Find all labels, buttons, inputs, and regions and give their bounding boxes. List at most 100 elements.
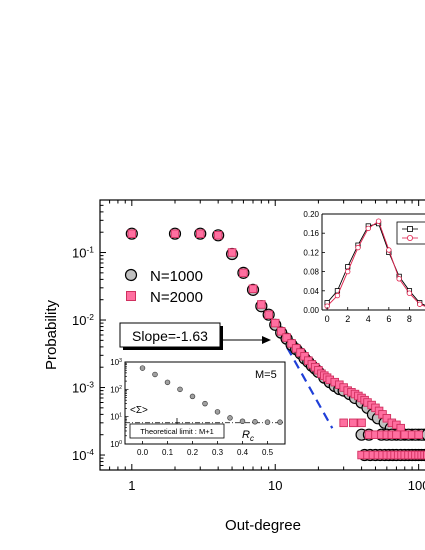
inset2-point-7 bbox=[227, 415, 233, 421]
inset1-x-tick-label-8: 8 bbox=[407, 314, 412, 324]
inset1-point-1-5 bbox=[375, 218, 382, 224]
main-y-axis-label: Probability bbox=[43, 299, 60, 370]
data-point-n2000-0 bbox=[127, 229, 137, 238]
inset1-y-tick-label-5: 0.20 bbox=[303, 210, 319, 219]
inset1-x-tick-label-4: 4 bbox=[366, 314, 371, 324]
inset2-x-tick-label-0: 0.0 bbox=[137, 448, 149, 457]
main-x-axis-label: Out-degree bbox=[225, 517, 301, 534]
data-point-n2000-3 bbox=[213, 231, 223, 240]
inset1-legend-marker-1 bbox=[407, 226, 413, 232]
inset2-data-points bbox=[125, 365, 285, 425]
legend-marker-n1000 bbox=[124, 268, 138, 282]
legend-marker-n2000 bbox=[126, 291, 136, 301]
inset1-legend bbox=[396, 221, 425, 245]
inset2-x-tick-label-1: 0.1 bbox=[162, 448, 174, 457]
inset1-x-tick-label-2: 2 bbox=[345, 314, 350, 324]
inset2-frame bbox=[124, 361, 286, 445]
inset-distribution-chart: 0 2 4 6 8 0.00 0.04 0.08 0.12 0.16 0.20 bbox=[292, 210, 425, 324]
inset1-point-1-8 bbox=[406, 290, 413, 296]
slope-box bbox=[119, 322, 221, 348]
data-point-n2000-5 bbox=[239, 268, 248, 278]
inset1-y-tick-label-4: 0.16 bbox=[303, 229, 319, 238]
inset2-x-axis-subscript: c bbox=[250, 434, 254, 443]
inset1-point-1-6 bbox=[386, 247, 392, 253]
main-y-tick-label--4: 10-4 bbox=[72, 447, 94, 463]
data-point-n2000-45 bbox=[339, 418, 348, 428]
inset2-background bbox=[105, 355, 285, 460]
inset2-point-10 bbox=[264, 419, 271, 425]
legend-label-n2000: N=2000 bbox=[150, 289, 203, 306]
inset2-y-tick-label-0: 100 bbox=[110, 440, 122, 449]
inset2-y-axis: 100 101 102 103 bbox=[110, 358, 129, 449]
theoretical-limit-text: Theoretical limit : M+1 bbox=[140, 427, 214, 436]
main-y-tick-label--3: 10-3 bbox=[72, 379, 94, 395]
main-y-tick-label--1: 10-1 bbox=[72, 244, 94, 260]
inset1-point-1-7 bbox=[396, 276, 402, 282]
inset1-y-tick-label-2: 0.08 bbox=[303, 268, 319, 277]
inset1-x-tick-label-6: 6 bbox=[386, 314, 391, 324]
data-point-n2000-10 bbox=[276, 327, 286, 336]
inset1-legend-marker-2 bbox=[406, 234, 413, 241]
inset1-point-1-3 bbox=[355, 244, 361, 251]
legend-label-n1000: N=1000 bbox=[150, 268, 203, 285]
inset1-x-tick-label-0: 0 bbox=[325, 314, 330, 324]
inset1-point-1-4 bbox=[365, 225, 371, 232]
inset2-point-6 bbox=[214, 409, 221, 415]
main-data-points bbox=[125, 227, 425, 462]
inset1-y-tick-label-1: 0.04 bbox=[303, 287, 319, 296]
inset1-legend-box bbox=[396, 221, 425, 245]
data-point-n2000-1 bbox=[170, 229, 180, 238]
data-point-n2000-7 bbox=[257, 300, 266, 309]
inset2-point-8 bbox=[239, 418, 246, 424]
inset2-point-11 bbox=[277, 419, 283, 425]
data-point-n2000-2 bbox=[195, 229, 205, 238]
slope-label: Slope=-1.63 bbox=[132, 328, 208, 344]
inset1-x-axis: 0 2 4 6 8 bbox=[325, 307, 412, 324]
data-point-n2000-12 bbox=[287, 339, 296, 348]
main-x-axis: 1 10 100 bbox=[99, 200, 425, 493]
inset2-x-axis: 0.0 0.1 0.2 0.3 0.4 0.5 bbox=[137, 441, 274, 457]
data-point-n2000-11 bbox=[282, 333, 291, 342]
inset2-y-tick-label-1: 101 bbox=[110, 412, 122, 421]
inset2-y-axis-label: <Σ> bbox=[130, 405, 148, 416]
theoretical-limit-label: Theoretical limit : M+1 bbox=[129, 418, 225, 439]
inset2-x-tick-label-3: 0.3 bbox=[212, 448, 224, 457]
inset1-data-series bbox=[324, 218, 425, 309]
slope-annotation: Slope=-1.63 bbox=[119, 322, 271, 350]
inset2-point-4 bbox=[189, 393, 196, 400]
inset2-y-tick-label-3: 103 bbox=[110, 358, 122, 367]
data-point-n2000-8 bbox=[264, 310, 273, 319]
inset2-y-tick-label-2: 102 bbox=[110, 385, 122, 394]
inset2-parameter-label: M=5 bbox=[255, 369, 277, 381]
inset2-x-tick-label-2: 0.2 bbox=[187, 448, 199, 457]
inset1-y-axis: 0.00 0.04 0.08 0.12 0.16 0.20 bbox=[303, 210, 325, 315]
main-chart: 1 10 100 10-4 10-3 10-2 10-1 Out-degree Proba… bbox=[43, 199, 425, 534]
inset2-point-3 bbox=[177, 386, 183, 393]
inset1-point-1-9 bbox=[417, 301, 423, 307]
inset1-y-tick-label-3: 0.12 bbox=[303, 248, 319, 257]
inset2-x-tick-label-5: 0.5 bbox=[262, 448, 274, 457]
slope-arrow-head bbox=[262, 336, 271, 344]
data-point-n2000-44 bbox=[414, 430, 423, 439]
inset2-point-5 bbox=[202, 400, 208, 407]
inset2-point-9 bbox=[252, 419, 258, 425]
main-y-axis: 10-4 10-3 10-2 10-1 bbox=[72, 204, 106, 471]
data-point-n2000-46 bbox=[349, 418, 358, 428]
data-point-n2000-53 bbox=[392, 430, 401, 439]
main-x-tick-label-100: 100 bbox=[408, 478, 425, 493]
data-point-n2000-71 bbox=[423, 450, 425, 460]
data-point-n2000-4 bbox=[227, 248, 237, 257]
inset2-x-tick-label-4: 0.4 bbox=[237, 448, 249, 457]
inset2-point-1 bbox=[152, 371, 158, 378]
data-point-n2000-6 bbox=[248, 284, 258, 294]
inset1-point-1-2 bbox=[345, 268, 351, 275]
inset1-y-tick-label-0: 0.00 bbox=[303, 306, 319, 315]
legend: N=1000 N=2000 bbox=[124, 268, 203, 306]
data-point-n2000-9 bbox=[270, 318, 280, 328]
inset2-point-2 bbox=[164, 379, 171, 386]
data-point-n2000-47 bbox=[357, 418, 366, 428]
inset1-point-1-1 bbox=[334, 292, 341, 299]
main-x-tick-label-10: 10 bbox=[268, 478, 282, 493]
